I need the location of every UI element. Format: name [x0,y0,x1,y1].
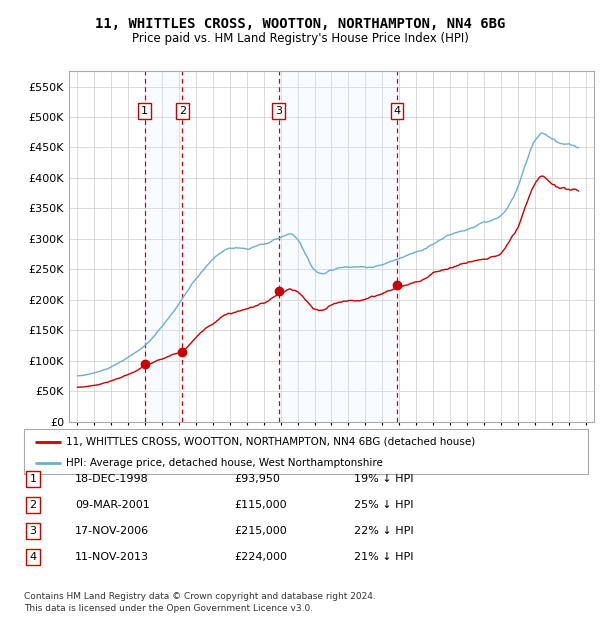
Text: 18-DEC-1998: 18-DEC-1998 [75,474,149,484]
Text: £93,950: £93,950 [234,474,280,484]
Text: 2: 2 [179,106,186,116]
Text: 3: 3 [275,106,282,116]
Text: 11-NOV-2013: 11-NOV-2013 [75,552,149,562]
Text: £215,000: £215,000 [234,526,287,536]
Text: 3: 3 [29,526,37,536]
Text: 17-NOV-2006: 17-NOV-2006 [75,526,149,536]
Text: 25% ↓ HPI: 25% ↓ HPI [354,500,413,510]
Text: 1: 1 [141,106,148,116]
Text: £224,000: £224,000 [234,552,287,562]
Text: 09-MAR-2001: 09-MAR-2001 [75,500,150,510]
Text: Price paid vs. HM Land Registry's House Price Index (HPI): Price paid vs. HM Land Registry's House … [131,32,469,45]
Text: 11, WHITTLES CROSS, WOOTTON, NORTHAMPTON, NN4 6BG (detached house): 11, WHITTLES CROSS, WOOTTON, NORTHAMPTON… [66,436,476,447]
Text: 1: 1 [29,474,37,484]
Text: 2: 2 [29,500,37,510]
Text: 11, WHITTLES CROSS, WOOTTON, NORTHAMPTON, NN4 6BG: 11, WHITTLES CROSS, WOOTTON, NORTHAMPTON… [95,17,505,32]
Text: 19% ↓ HPI: 19% ↓ HPI [354,474,413,484]
Text: HPI: Average price, detached house, West Northamptonshire: HPI: Average price, detached house, West… [66,458,383,468]
Bar [278,71,397,422]
Bar [145,71,182,422]
Text: 4: 4 [394,106,400,116]
Text: Contains HM Land Registry data © Crown copyright and database right 2024.
This d: Contains HM Land Registry data © Crown c… [24,591,376,613]
Text: 4: 4 [29,552,37,562]
Text: 22% ↓ HPI: 22% ↓ HPI [354,526,413,536]
Text: 21% ↓ HPI: 21% ↓ HPI [354,552,413,562]
Text: £115,000: £115,000 [234,500,287,510]
